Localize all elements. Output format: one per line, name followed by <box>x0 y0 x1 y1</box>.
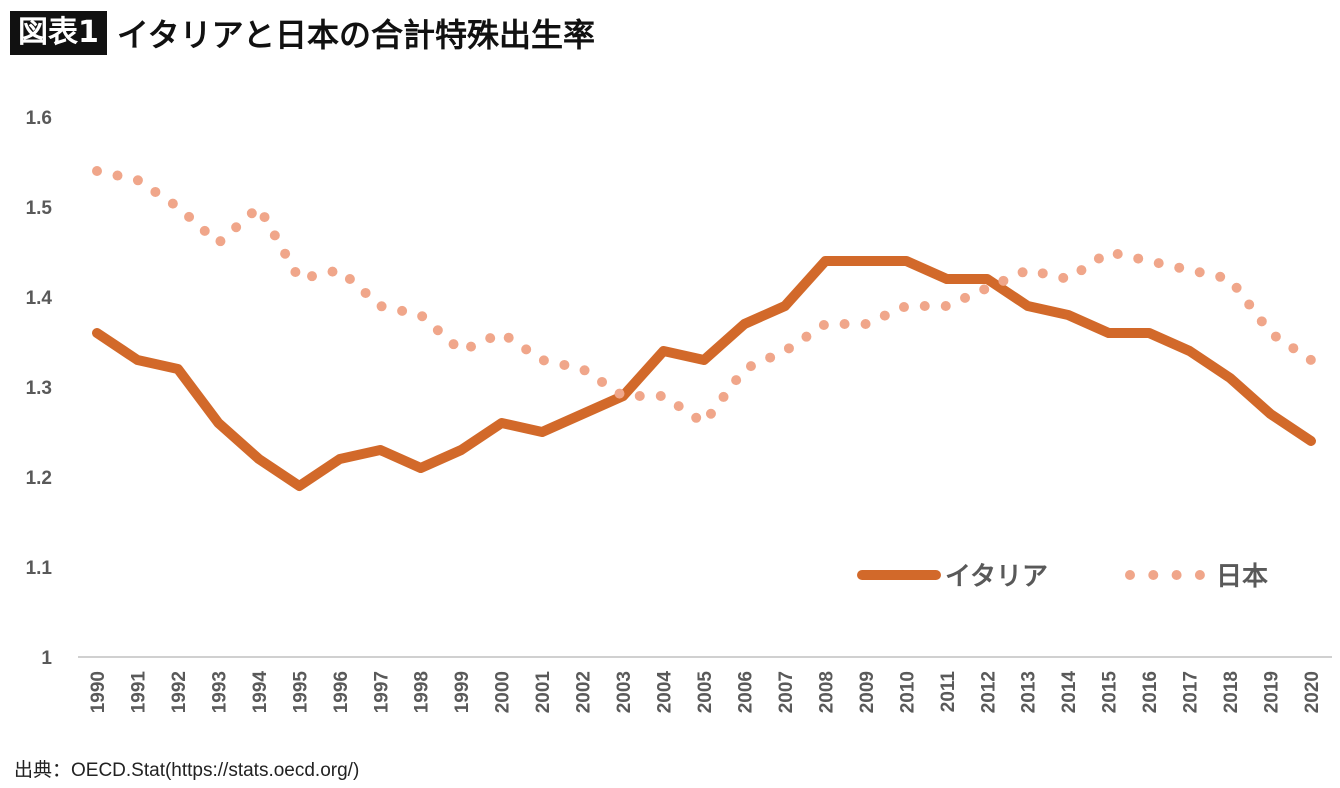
series-line-japan <box>92 166 1316 428</box>
y-tick-label: 1.5 <box>26 198 53 219</box>
x-tick-label: 2006 <box>735 671 756 713</box>
x-tick-label: 2012 <box>978 671 999 713</box>
y-tick-label: 1.6 <box>26 108 52 129</box>
x-tick-label: 1996 <box>331 671 352 713</box>
x-tick-label: 2013 <box>1019 671 1040 713</box>
chart-title: 図表1 イタリアと日本の合計特殊出生率 <box>10 10 595 56</box>
y-tick-label: 1.2 <box>26 468 52 489</box>
title-text: イタリアと日本の合計特殊出生率 <box>116 16 595 54</box>
x-tick-label: 2020 <box>1302 671 1323 713</box>
x-tick-label: 1998 <box>412 671 433 713</box>
x-tick-label: 2003 <box>614 671 635 713</box>
x-tick-label: 2000 <box>493 671 514 713</box>
x-tick-label: 2005 <box>695 671 716 714</box>
y-tick-label: 1.3 <box>26 378 52 399</box>
x-tick-label: 2010 <box>897 671 918 713</box>
x-tick-label: 1991 <box>128 671 149 714</box>
x-tick-label: 1999 <box>452 671 473 713</box>
x-tick-label: 2008 <box>816 671 837 713</box>
x-tick-label: 2016 <box>1140 671 1161 713</box>
x-tick-label: 2009 <box>857 671 878 713</box>
x-tick-label: 2001 <box>533 671 554 714</box>
x-tick-label: 2007 <box>776 671 797 713</box>
y-tick-label: 1.4 <box>26 288 53 309</box>
figure-badge: 図表1 <box>10 11 107 55</box>
x-tick-label: 2011 <box>938 671 959 713</box>
x-tick-label: 1992 <box>169 671 190 713</box>
x-tick-label: 2002 <box>574 671 595 713</box>
x-tick-label: 2018 <box>1221 671 1242 713</box>
x-tick-label: 2015 <box>1100 671 1121 714</box>
x-tick-label: 1997 <box>371 671 392 713</box>
legend-label-italy: イタリア <box>945 562 1048 592</box>
x-tick-label: 2014 <box>1059 671 1080 714</box>
series-line-italy <box>92 256 1316 491</box>
y-tick-label: 1.1 <box>26 558 53 579</box>
x-tick-label: 1994 <box>250 671 271 714</box>
x-tick-label: 1995 <box>290 671 311 714</box>
x-tick-label: 2017 <box>1181 671 1202 713</box>
y-tick-label: 1 <box>41 648 52 669</box>
x-tick-label: 1990 <box>88 671 109 713</box>
legend-label-japan: 日本 <box>1216 562 1268 592</box>
source-note: 出典：OECD.Stat(https://stats.oecd.org/) <box>14 760 360 781</box>
x-tick-label: 2019 <box>1262 671 1283 713</box>
x-tick-label: 2004 <box>655 671 676 714</box>
x-tick-label: 1993 <box>209 671 230 713</box>
